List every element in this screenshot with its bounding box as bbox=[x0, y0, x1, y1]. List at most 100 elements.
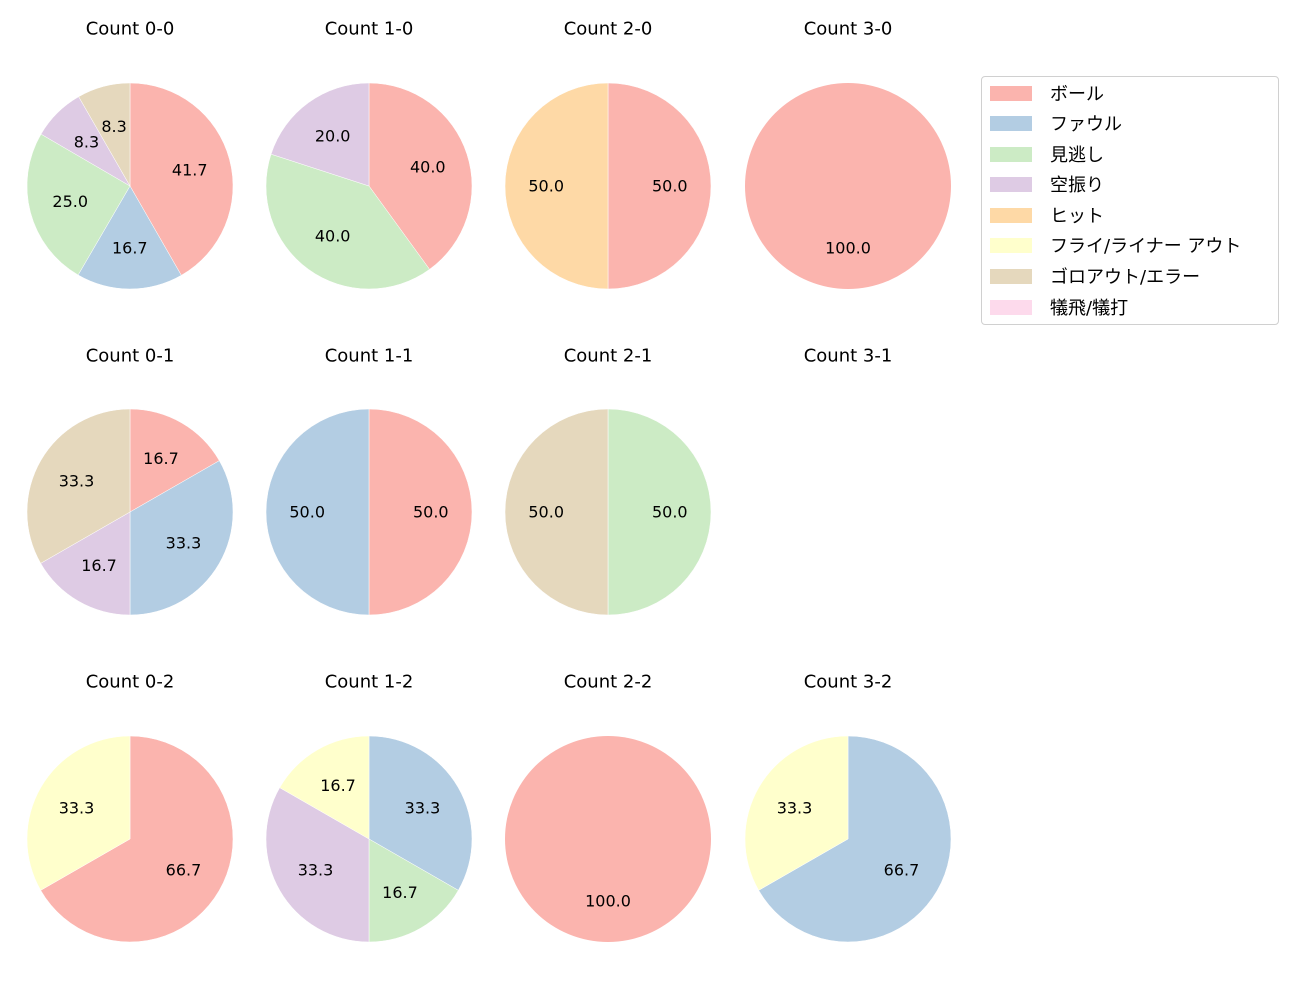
pie-title: Count 1-1 bbox=[325, 346, 414, 367]
pie-title: Count 2-0 bbox=[564, 19, 653, 40]
legend-label: 空振り bbox=[1050, 175, 1104, 196]
pie-slice bbox=[368, 408, 473, 616]
pie-slice bbox=[265, 408, 370, 616]
legend-item-foul: ファウル bbox=[990, 114, 1122, 135]
pie-slice bbox=[368, 735, 473, 891]
pie-count-2-2: Count 2-2 100.0 bbox=[505, 672, 711, 942]
pie-count-1-1: Count 1-1 50.0 50.0 bbox=[265, 346, 473, 616]
legend-label: ヒット bbox=[1050, 206, 1104, 227]
pie-count-3-1: Count 3-1 bbox=[804, 346, 893, 367]
pie-slice-label: 100.0 bbox=[585, 891, 631, 910]
legend-swatch bbox=[990, 268, 1032, 284]
pie-title: Count 2-1 bbox=[564, 346, 653, 367]
pie-slice-label: 40.0 bbox=[410, 157, 446, 176]
pie-title: Count 0-0 bbox=[86, 19, 175, 40]
pie-slice bbox=[129, 82, 234, 276]
pie-title: Count 0-1 bbox=[86, 346, 175, 367]
pie-slice-label: 33.3 bbox=[59, 799, 95, 818]
pie-slice-label: 16.7 bbox=[382, 883, 418, 902]
pie-count-3-2: Count 3-2 66.7 33.3 bbox=[744, 672, 952, 943]
pie-count-0-1: Count 0-1 16.7 33.3 16.7 33.3 bbox=[26, 346, 234, 616]
pie-slice-label: 8.3 bbox=[101, 117, 126, 136]
pie-slice-label: 50.0 bbox=[528, 503, 564, 522]
pie-title: Count 3-0 bbox=[804, 19, 893, 40]
pie-slice-label: 50.0 bbox=[413, 503, 449, 522]
pie-slice-label: 50.0 bbox=[289, 503, 325, 522]
legend-item-hit: ヒット bbox=[990, 206, 1104, 227]
legend-swatch bbox=[990, 237, 1032, 253]
pie-slice bbox=[745, 83, 951, 289]
pie-slice-label: 33.3 bbox=[59, 472, 95, 491]
legend-item-sacrifice: 犠飛/犠打 bbox=[990, 298, 1128, 319]
pie-slice bbox=[607, 408, 712, 616]
pie-title: Count 3-1 bbox=[804, 346, 893, 367]
pie-slice bbox=[265, 153, 430, 290]
pie-slice bbox=[368, 838, 459, 943]
pie-slice-label: 50.0 bbox=[652, 503, 688, 522]
pie-slice-label: 20.0 bbox=[315, 127, 351, 146]
pie-title: Count 1-2 bbox=[325, 672, 414, 693]
pie-slice-label: 100.0 bbox=[825, 238, 871, 257]
pie-slice bbox=[270, 82, 370, 187]
pie-slice bbox=[77, 185, 182, 290]
pie-slice bbox=[26, 408, 131, 564]
legend-label: 犠飛/犠打 bbox=[1050, 298, 1129, 319]
pie-slice bbox=[78, 82, 131, 187]
pie-slice-label: 33.3 bbox=[298, 860, 334, 879]
pie-slice-label: 33.3 bbox=[405, 799, 441, 818]
pie-slice bbox=[504, 82, 609, 290]
legend-item-ball: ボール bbox=[990, 84, 1104, 105]
pie-slice-label: 33.3 bbox=[777, 799, 813, 818]
pie-slice bbox=[129, 460, 234, 616]
pie-title: Count 0-2 bbox=[86, 672, 175, 693]
pie-count-2-1: Count 2-1 50.0 50.0 bbox=[504, 346, 712, 616]
pie-slice bbox=[129, 408, 220, 513]
pie-slice bbox=[607, 82, 712, 290]
legend-swatch bbox=[990, 207, 1032, 223]
pie-slice-label: 50.0 bbox=[528, 177, 564, 196]
pie-slice-label: 33.3 bbox=[166, 533, 202, 552]
legend: ボール ファウル 見逃し 空振り ヒット フライ/ライナー アウト ゴロアウト/… bbox=[981, 76, 1279, 325]
pie-slice bbox=[279, 735, 370, 840]
legend-label: ファウル bbox=[1050, 114, 1122, 135]
pie-slice bbox=[504, 408, 609, 616]
pie-count-2-0: Count 2-0 50.0 50.0 bbox=[504, 19, 712, 290]
pie-slice-label: 16.7 bbox=[320, 776, 356, 795]
pie-slice-label: 41.7 bbox=[172, 161, 208, 180]
pie-count-1-0: Count 1-0 40.0 40.0 20.0 bbox=[265, 19, 473, 290]
legend-label: ボール bbox=[1050, 84, 1104, 105]
legend-item-fly-liner-out: フライ/ライナー アウト bbox=[990, 236, 1241, 257]
legend-label: フライ/ライナー アウト bbox=[1050, 236, 1242, 257]
legend-label: ゴロアウト/エラー bbox=[1050, 267, 1201, 288]
pie-slice bbox=[744, 735, 849, 891]
pie-count-3-0: Count 3-0 100.0 bbox=[745, 19, 951, 289]
pie-slice bbox=[26, 735, 131, 891]
legend-item-swinging-strike: 空振り bbox=[990, 175, 1104, 196]
legend-swatch bbox=[990, 146, 1032, 162]
pie-slice bbox=[265, 787, 370, 943]
legend-swatch bbox=[990, 85, 1032, 101]
pie-slice-label: 16.7 bbox=[112, 238, 148, 257]
pie-slice bbox=[758, 735, 952, 943]
pie-slice-label: 25.0 bbox=[52, 192, 88, 211]
legend-swatch bbox=[990, 176, 1032, 192]
pie-slice bbox=[26, 133, 131, 276]
legend-swatch bbox=[990, 115, 1032, 131]
legend-swatch bbox=[990, 299, 1032, 315]
pie-count-0-2: Count 0-2 66.7 33.3 bbox=[26, 672, 234, 943]
pie-title: Count 2-2 bbox=[564, 672, 653, 693]
pie-slice-label: 66.7 bbox=[166, 860, 202, 879]
pie-slice-label: 40.0 bbox=[315, 226, 351, 245]
pie-slice-label: 8.3 bbox=[74, 133, 99, 152]
pie-title: Count 3-2 bbox=[804, 672, 893, 693]
legend-item-ground-out-error: ゴロアウト/エラー bbox=[990, 267, 1200, 288]
pie-slice bbox=[505, 736, 711, 942]
pie-title: Count 1-0 bbox=[325, 19, 414, 40]
pie-count-1-2: Count 1-2 33.3 16.7 33.3 16.7 bbox=[265, 672, 473, 943]
pie-slice bbox=[40, 511, 131, 616]
pie-slice-label: 66.7 bbox=[884, 860, 920, 879]
pie-slice bbox=[40, 735, 234, 943]
pie-count-0-0: Count 0-0 41.7 16.7 25.0 8.38.3 bbox=[26, 19, 234, 290]
pie-slice-label: 16.7 bbox=[143, 449, 179, 468]
